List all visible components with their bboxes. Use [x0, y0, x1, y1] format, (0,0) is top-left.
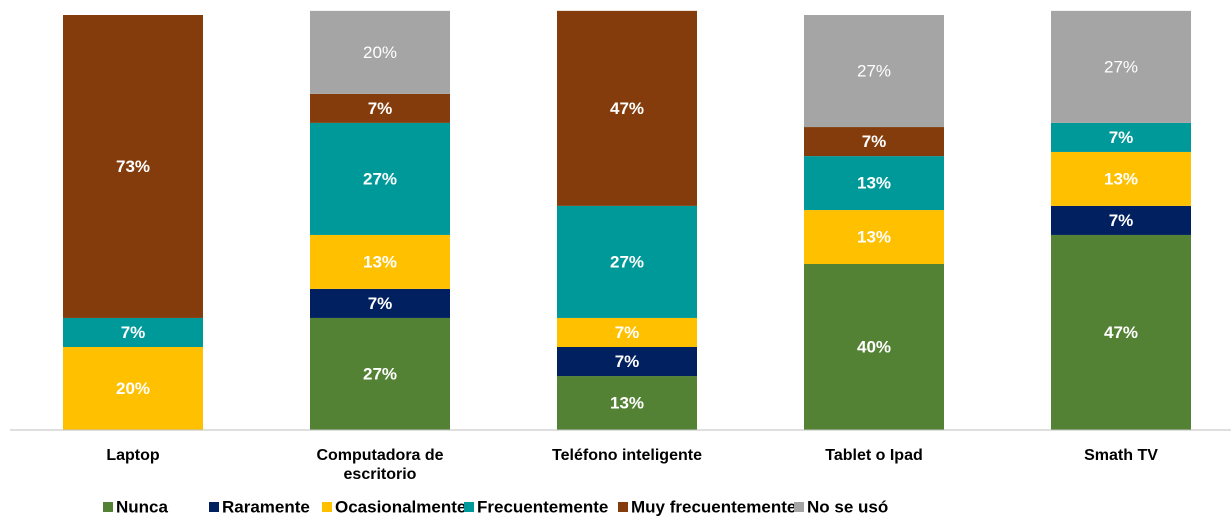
- bar-segment: [63, 15, 203, 318]
- data-label: 40%: [857, 337, 891, 356]
- legend-label: Nunca: [116, 497, 169, 516]
- bar-segment: [310, 10, 450, 94]
- legend-swatch: [322, 502, 332, 512]
- legend-label: Raramente: [222, 497, 310, 516]
- bar-segment: [310, 288, 450, 318]
- data-label: 47%: [1104, 323, 1138, 342]
- data-label: 13%: [857, 174, 891, 193]
- data-label: 27%: [1104, 57, 1138, 76]
- legend-swatch: [464, 502, 474, 512]
- bar-segment: [1051, 205, 1191, 235]
- bar-segment: [804, 210, 944, 264]
- data-label: 7%: [862, 132, 887, 151]
- bar-segment: [310, 122, 450, 235]
- data-label: 7%: [1109, 211, 1134, 230]
- data-label: 7%: [1109, 128, 1134, 147]
- bar-segment: [804, 127, 944, 157]
- data-label: 7%: [368, 99, 393, 118]
- x-tick-label: Tablet o Ipad: [825, 447, 923, 464]
- bar-segment: [557, 10, 697, 206]
- bar-segment: [1051, 234, 1191, 430]
- data-label: 13%: [857, 228, 891, 247]
- legend-swatch: [618, 502, 628, 512]
- data-label: 27%: [363, 364, 397, 383]
- data-label: 7%: [615, 323, 640, 342]
- data-label: 13%: [363, 252, 397, 271]
- bar-segment: [804, 15, 944, 128]
- bar-segment: [557, 376, 697, 430]
- legend-swatch: [794, 502, 804, 512]
- bar-segment: [63, 317, 203, 347]
- legend-label: No se usó: [807, 497, 888, 516]
- data-label: 7%: [368, 294, 393, 313]
- bar-segment: [310, 234, 450, 289]
- legend-swatch: [103, 502, 113, 512]
- bar-segment: [1051, 151, 1191, 206]
- x-tick-label: Laptop: [106, 447, 160, 464]
- data-label: 27%: [857, 62, 891, 81]
- bar-segment: [804, 264, 944, 430]
- x-tick-label: Teléfono inteligente: [552, 447, 702, 464]
- bar-segment: [310, 93, 450, 123]
- bar-segment: [557, 347, 697, 377]
- data-label: 7%: [121, 323, 146, 342]
- data-label: 20%: [363, 43, 397, 62]
- data-label: 7%: [615, 352, 640, 371]
- data-label: 27%: [363, 169, 397, 188]
- bar-segment: [557, 317, 697, 347]
- data-label: 13%: [610, 394, 644, 413]
- legend-label: Frecuentemente: [477, 497, 608, 516]
- data-label: 13%: [1104, 169, 1138, 188]
- bar-segment: [63, 347, 203, 430]
- legend-label: Muy frecuentemente: [631, 497, 796, 516]
- data-label: 27%: [610, 252, 644, 271]
- bar-segment: [1051, 10, 1191, 123]
- legend-label: Ocasionalmente: [335, 497, 466, 516]
- data-label: 73%: [116, 157, 150, 176]
- legend-swatch: [209, 502, 219, 512]
- bar-segment: [310, 317, 450, 430]
- data-label: 20%: [116, 379, 150, 398]
- bar-segment: [557, 205, 697, 318]
- bar-segment: [804, 156, 944, 211]
- x-tick-label: Smath TV: [1084, 447, 1158, 464]
- data-label: 47%: [610, 99, 644, 118]
- x-tick-label: Computadora de escritorio: [316, 447, 444, 483]
- bar-segment: [1051, 122, 1191, 152]
